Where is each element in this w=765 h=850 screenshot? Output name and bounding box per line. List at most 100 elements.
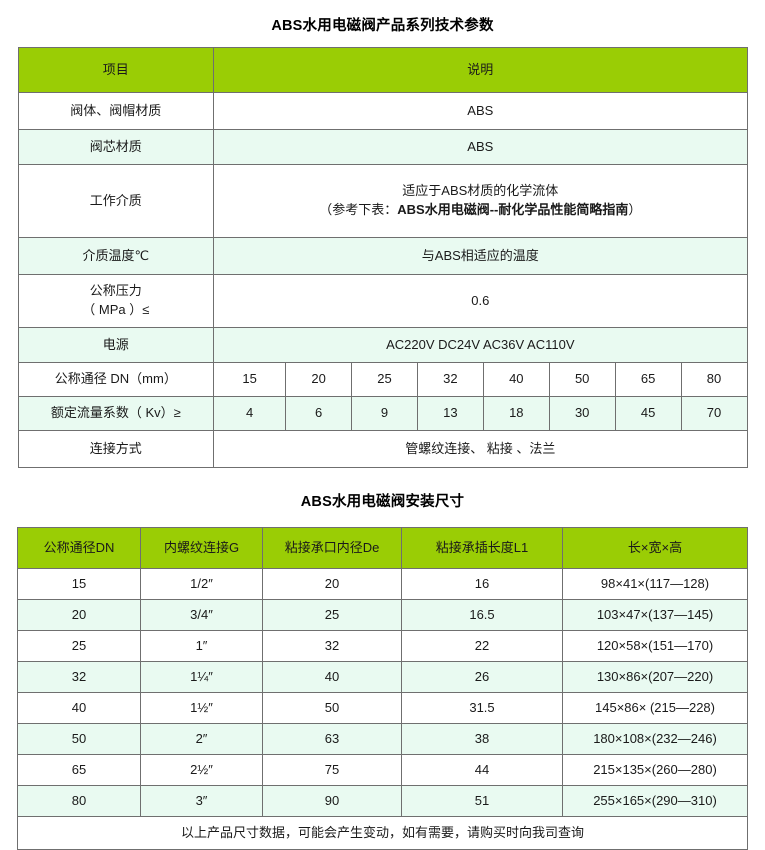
cell-thread: 2″ [140, 723, 263, 755]
dn-value: 32 [416, 362, 484, 397]
kv-value: 4 [213, 396, 287, 431]
cell-lwh: 215×135×(260—280) [562, 754, 748, 786]
dims-header-socket-length: 粘接承插长度L1 [401, 527, 563, 569]
dn-value: 50 [548, 362, 616, 397]
dims-header-thread: 内螺纹连接G [140, 527, 263, 569]
row-value-power-supply: AC220V DC24V AC36V AC110V [213, 327, 748, 363]
specs-header-item: 项目 [17, 47, 215, 93]
dimensions-table-title: ABS水用电磁阀安装尺寸 [300, 494, 465, 510]
row-label-power-supply: 电源 [17, 327, 215, 363]
cell-socket-id: 32 [262, 630, 402, 662]
pressure-label-line-1: 公称压力 [89, 283, 142, 299]
row-label-core-material: 阀芯材质 [17, 129, 215, 165]
cell-socket-length: 16 [401, 568, 563, 600]
kv-value: 13 [416, 396, 484, 431]
row-value-core-material: ABS [213, 129, 748, 165]
row-value-working-medium: 适应于ABS材质的化学流体 （参考下表：ABS水用电磁阀--耐化学品性能简略指南… [213, 164, 748, 238]
table-row: 40 1½″ 50 31.5 145×86× (215—228) [17, 692, 748, 724]
table-row: 公称压力 （ MPa ）≤ 0.6 [17, 274, 748, 328]
cell-socket-length: 16.5 [401, 599, 563, 631]
table-row: 阀芯材质 ABS [17, 129, 748, 165]
cell-thread: 1¼″ [140, 661, 263, 693]
cell-dn: 40 [17, 692, 141, 724]
table-row: 80 3″ 90 51 255×165×(290—310) [17, 785, 748, 817]
row-value-medium-temperature: 与ABS相适应的温度 [213, 237, 748, 275]
cell-dn: 25 [17, 630, 141, 662]
kv-value: 6 [285, 396, 353, 431]
cell-thread: 3″ [140, 785, 263, 817]
dimensions-table: 公称通径DN 内螺纹连接G 粘接承口内径De 粘接承插长度L1 长×宽×高 15… [17, 527, 748, 850]
table-row: 工作介质 适应于ABS材质的化学流体 （参考下表：ABS水用电磁阀--耐化学品性… [17, 164, 748, 238]
cell-thread: 3/4″ [140, 599, 263, 631]
row-label-working-medium: 工作介质 [17, 164, 215, 238]
row-value-nominal-pressure: 0.6 [213, 274, 748, 328]
row-value-connection-type: 管螺纹连接、 粘接 、法兰 [213, 430, 748, 468]
table-row: 20 3/4″ 25 16.5 103×47×(137—145) [17, 599, 748, 631]
cell-socket-length: 51 [401, 785, 563, 817]
table-row: 阀体、阀帽材质 ABS [17, 92, 748, 130]
dimensions-footer-note: 以上产品尺寸数据，可能会产生变动，如有需要，请购买时向我司查询 [17, 816, 748, 850]
medium-suffix: ） [628, 202, 642, 217]
cell-socket-length: 44 [401, 754, 563, 786]
cell-lwh: 180×108×(232—246) [562, 723, 748, 755]
kv-value: 9 [351, 396, 418, 431]
cell-thread: 1½″ [140, 692, 263, 724]
row-label-body-material: 阀体、阀帽材质 [17, 92, 215, 130]
table-row-footer-note: 以上产品尺寸数据，可能会产生变动，如有需要，请购买时向我司查询 [17, 816, 748, 850]
cell-dn: 65 [17, 754, 141, 786]
table-row: 50 2″ 63 38 180×108×(232—246) [17, 723, 748, 755]
cell-dn: 32 [17, 661, 141, 693]
kv-value: 45 [614, 396, 682, 431]
dn-value: 65 [614, 362, 682, 397]
table-row: 介质温度℃ 与ABS相适应的温度 [17, 237, 748, 275]
pressure-label-line-2: （ MPa ）≤ [82, 302, 150, 317]
row-label-medium-temperature: 介质温度℃ [17, 237, 215, 275]
dn-value: 40 [482, 362, 550, 397]
table-row: 15 1/2″ 20 16 98×41×(117—128) [17, 568, 748, 600]
dims-header-socket-id: 粘接承口内径De [262, 527, 402, 569]
cell-lwh: 145×86× (215—228) [562, 692, 748, 724]
cell-thread: 1/2″ [140, 568, 263, 600]
cell-socket-id: 90 [262, 785, 402, 817]
table-row: 32 1¼″ 40 26 130×86×(207—220) [17, 661, 748, 693]
cell-socket-id: 75 [262, 754, 402, 786]
cell-dn: 20 [17, 599, 141, 631]
document-page: ABS水用电磁阀产品系列技术参数 项目 说明 阀体、阀帽材质 ABS 阀芯材质 … [0, 14, 765, 850]
row-label-nominal-pressure: 公称压力 （ MPa ）≤ [17, 274, 215, 328]
specs-table-title: ABS水用电磁阀产品系列技术参数 [271, 18, 494, 34]
cell-dn: 80 [17, 785, 141, 817]
cell-socket-id: 20 [262, 568, 402, 600]
medium-bold: ABS水用电磁阀--耐化学品性能简略指南 [397, 202, 629, 217]
kv-value: 18 [482, 396, 550, 431]
cell-socket-id: 25 [262, 599, 402, 631]
table-row: 电源 AC220V DC24V AC36V AC110V [17, 327, 748, 363]
cell-lwh: 255×165×(290—310) [562, 785, 748, 817]
cell-dn: 15 [17, 568, 141, 600]
table-row-dn: 公称通径 DN（mm） 15 20 25 32 40 50 65 80 [17, 362, 748, 397]
table-row: 连接方式 管螺纹连接、 粘接 、法兰 [17, 430, 748, 468]
dn-value: 20 [285, 362, 353, 397]
specs-table: 项目 说明 阀体、阀帽材质 ABS 阀芯材质 ABS 工作介质 适应于ABS材质… [17, 47, 748, 468]
table-row: 25 1″ 32 22 120×58×(151—170) [17, 630, 748, 662]
cell-socket-length: 22 [401, 630, 563, 662]
table-row-header: 公称通径DN 内螺纹连接G 粘接承口内径De 粘接承插长度L1 长×宽×高 [17, 527, 748, 569]
row-value-body-material: ABS [213, 92, 748, 130]
cell-socket-id: 50 [262, 692, 402, 724]
cell-lwh: 98×41×(117—128) [562, 568, 748, 600]
cell-lwh: 103×47×(137—145) [562, 599, 748, 631]
kv-value: 30 [548, 396, 616, 431]
table-row: 65 2½″ 75 44 215×135×(260—280) [17, 754, 748, 786]
cell-socket-length: 38 [401, 723, 563, 755]
cell-socket-id: 63 [262, 723, 402, 755]
row-label-nominal-diameter: 公称通径 DN（mm） [17, 362, 215, 397]
row-label-flow-coefficient: 额定流量系数（ Kv）≥ [17, 396, 215, 431]
specs-header-description: 说明 [213, 47, 748, 93]
medium-line-2: （参考下表：ABS水用电磁阀--耐化学品性能简略指南） [218, 201, 742, 220]
table-row-kv: 额定流量系数（ Kv）≥ 4 6 9 13 18 30 45 70 [17, 396, 748, 431]
dn-value: 80 [680, 362, 748, 397]
cell-lwh: 120×58×(151—170) [562, 630, 748, 662]
cell-thread: 2½″ [140, 754, 263, 786]
cell-dn: 50 [17, 723, 141, 755]
cell-lwh: 130×86×(207—220) [562, 661, 748, 693]
cell-thread: 1″ [140, 630, 263, 662]
